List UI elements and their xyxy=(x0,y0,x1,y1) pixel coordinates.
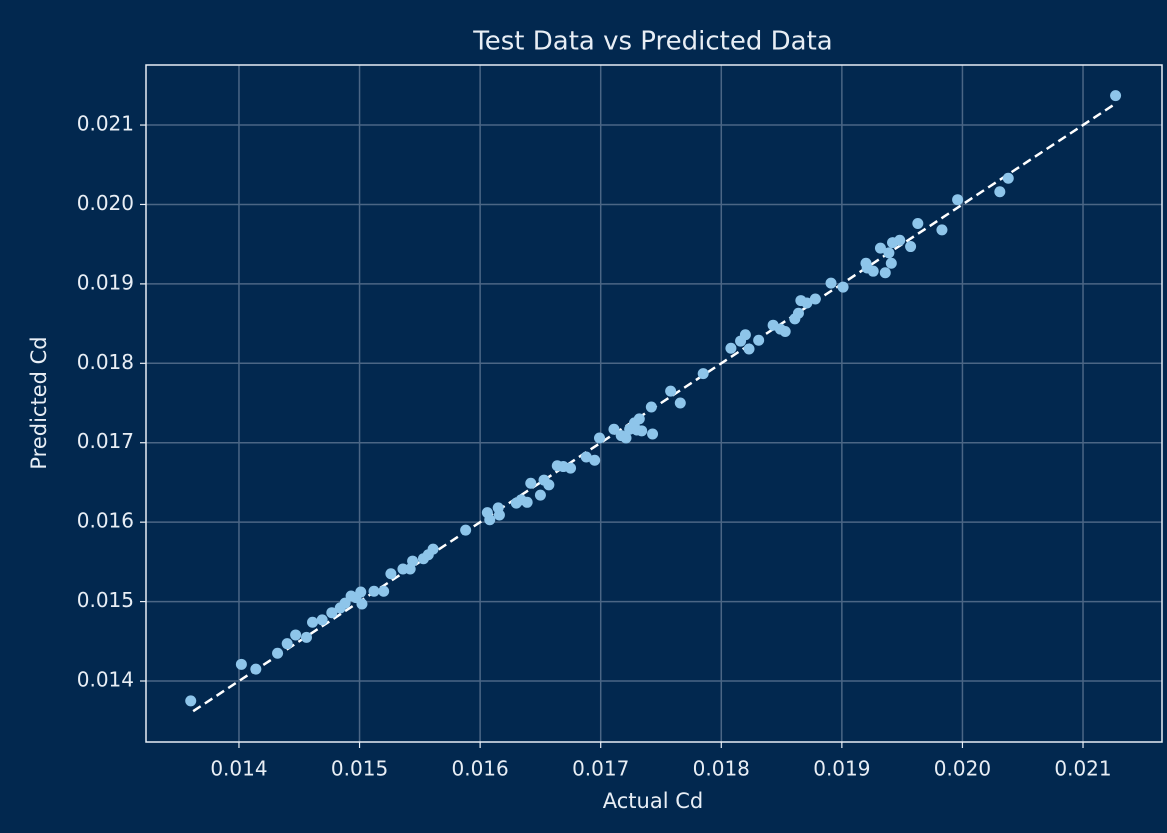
point xyxy=(674,397,686,409)
point xyxy=(290,629,302,641)
point xyxy=(792,307,804,319)
point xyxy=(633,413,645,425)
point xyxy=(565,462,577,474)
point xyxy=(316,614,328,626)
point xyxy=(484,514,496,526)
point xyxy=(356,598,368,610)
point xyxy=(281,638,293,650)
point xyxy=(521,496,533,508)
point xyxy=(378,585,390,597)
y-tick-label: 0.019 xyxy=(77,270,134,294)
point xyxy=(912,218,924,230)
point xyxy=(493,509,505,521)
point xyxy=(994,186,1006,198)
point xyxy=(235,658,247,670)
point xyxy=(885,257,897,269)
x-axis-label: Actual Cd xyxy=(603,789,703,813)
point xyxy=(636,425,648,437)
point xyxy=(589,454,601,466)
y-tick-label: 0.017 xyxy=(77,429,134,453)
point xyxy=(525,477,537,489)
point xyxy=(608,423,620,435)
y-tick-label: 0.016 xyxy=(77,509,134,533)
y-tick-label: 0.018 xyxy=(77,350,134,374)
point xyxy=(905,241,917,253)
x-tick-label: 0.014 xyxy=(210,757,267,781)
point xyxy=(407,555,419,567)
point xyxy=(645,401,657,413)
point xyxy=(801,297,813,309)
point xyxy=(427,543,439,555)
point xyxy=(894,234,906,246)
point xyxy=(1002,172,1014,184)
x-tick-label: 0.018 xyxy=(693,757,750,781)
point xyxy=(825,277,837,289)
y-tick-label: 0.014 xyxy=(77,668,134,692)
x-tick-label: 0.015 xyxy=(331,757,388,781)
point xyxy=(355,586,367,598)
y-tick-label: 0.015 xyxy=(77,588,134,612)
y-axis-label: Predicted Cd xyxy=(27,336,51,469)
point xyxy=(307,616,319,628)
point xyxy=(952,194,964,206)
point xyxy=(272,647,284,659)
point xyxy=(368,585,380,597)
point xyxy=(460,524,472,536)
point xyxy=(867,265,879,277)
point xyxy=(743,343,755,355)
y-tick-label: 0.020 xyxy=(77,191,134,215)
point xyxy=(385,568,397,580)
point xyxy=(837,281,849,293)
point xyxy=(1110,90,1122,102)
plot-frame xyxy=(145,64,1163,743)
point xyxy=(543,479,555,491)
x-tick-label: 0.017 xyxy=(572,757,629,781)
point xyxy=(647,428,659,440)
x-tick-label: 0.021 xyxy=(1054,757,1111,781)
point xyxy=(809,293,821,305)
point xyxy=(883,247,895,259)
chart-title: Test Data vs Predicted Data xyxy=(472,27,832,57)
y-tick-label: 0.021 xyxy=(77,112,134,136)
point xyxy=(300,631,312,643)
x-tick-label: 0.016 xyxy=(451,757,508,781)
point xyxy=(185,695,197,707)
point xyxy=(580,451,592,463)
point xyxy=(739,329,751,341)
point xyxy=(326,607,338,619)
point xyxy=(250,663,262,675)
point xyxy=(593,432,605,444)
point xyxy=(874,242,886,254)
point xyxy=(753,334,765,346)
x-tick-label: 0.019 xyxy=(813,757,870,781)
point xyxy=(879,267,891,279)
point xyxy=(534,489,546,501)
point xyxy=(779,326,791,338)
point xyxy=(665,385,677,397)
x-tick-label: 0.020 xyxy=(934,757,991,781)
point xyxy=(697,368,709,380)
point xyxy=(620,432,632,444)
point xyxy=(936,224,948,236)
point xyxy=(725,342,737,354)
